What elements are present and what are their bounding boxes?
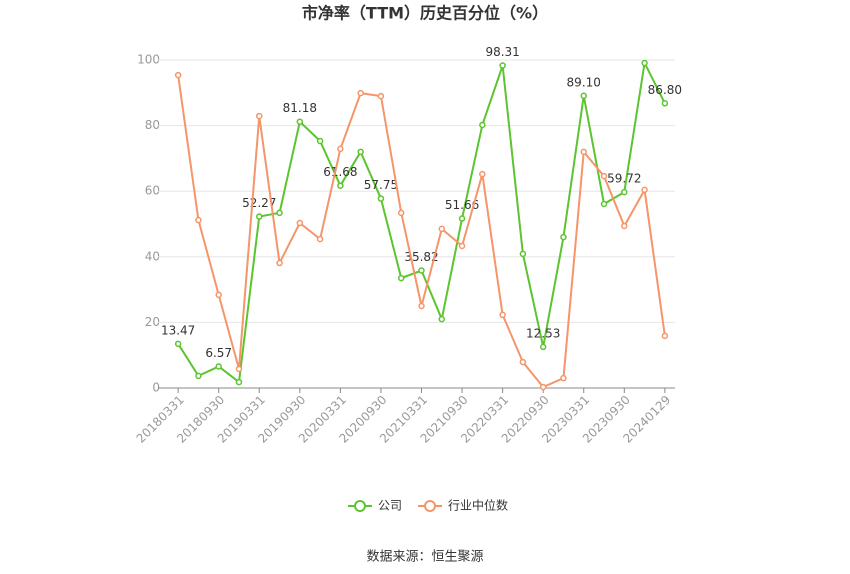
data-label: 12.53: [526, 326, 560, 340]
point: [276, 259, 283, 267]
point: [580, 148, 587, 156]
data-label: 86.80: [648, 83, 682, 97]
point: [235, 378, 243, 386]
y-tick-label: 60: [145, 184, 160, 198]
point: [499, 311, 506, 319]
point: [418, 267, 425, 274]
point: [600, 200, 608, 208]
data-label: 61.68: [323, 165, 357, 179]
point: [235, 365, 243, 373]
point: [661, 100, 669, 107]
data-label: 98.31: [485, 45, 519, 59]
point: [661, 332, 669, 340]
point: [215, 291, 222, 299]
point: [215, 363, 222, 370]
data-label: 35.82: [404, 250, 438, 264]
point: [438, 315, 446, 323]
y-tick-label: 20: [145, 315, 160, 329]
point: [397, 209, 405, 217]
point: [337, 182, 344, 189]
point: [539, 383, 547, 391]
point: [458, 215, 466, 222]
point: [418, 302, 425, 310]
y-tick-label: 100: [137, 53, 160, 67]
point: [621, 188, 628, 196]
legend-marker: [424, 500, 437, 512]
point: [458, 242, 466, 250]
point: [438, 225, 446, 233]
point: [256, 213, 263, 220]
point: [195, 372, 202, 380]
point: [316, 235, 324, 243]
point: [560, 233, 567, 241]
point: [519, 250, 527, 258]
data-label: 81.18: [283, 101, 317, 115]
point: [357, 89, 364, 97]
point: [337, 145, 344, 153]
point: [256, 112, 263, 120]
data-label: 57.75: [364, 178, 398, 192]
point: [560, 374, 567, 382]
point: [397, 274, 405, 282]
point: [580, 92, 587, 100]
point: [621, 222, 628, 230]
legend-label: 公司: [378, 499, 402, 513]
data-label: 89.10: [567, 75, 601, 89]
point: [499, 62, 506, 69]
point: [600, 172, 608, 180]
data-label: 13.47: [161, 323, 195, 337]
point: [316, 137, 324, 145]
source: 数据来源：恒生聚源: [366, 550, 483, 565]
point: [357, 148, 364, 156]
data-label: 51.66: [445, 198, 479, 212]
point: [641, 186, 648, 194]
chart-title: 市净率（TTM）历史百分位（%）: [302, 4, 548, 23]
point: [377, 195, 385, 202]
point: [539, 343, 547, 351]
point: [174, 71, 182, 79]
data-label: 52.27: [242, 196, 276, 210]
point: [479, 170, 486, 178]
point: [377, 92, 385, 100]
point: [296, 118, 304, 125]
point: [195, 216, 202, 224]
data-label: 6.57: [205, 346, 232, 360]
y-tick-label: 0: [152, 381, 160, 395]
data-label: 59.72: [607, 172, 641, 186]
point: [296, 219, 304, 227]
point: [174, 340, 182, 348]
y-tick-label: 40: [145, 249, 160, 263]
legend-label: 行业中位数: [448, 498, 508, 513]
legend-marker: [354, 500, 366, 512]
point: [519, 358, 527, 366]
series-line: [177, 74, 666, 389]
y-tick-label: 80: [145, 118, 160, 132]
point: [276, 209, 283, 217]
point: [641, 59, 648, 67]
point: [479, 121, 486, 129]
